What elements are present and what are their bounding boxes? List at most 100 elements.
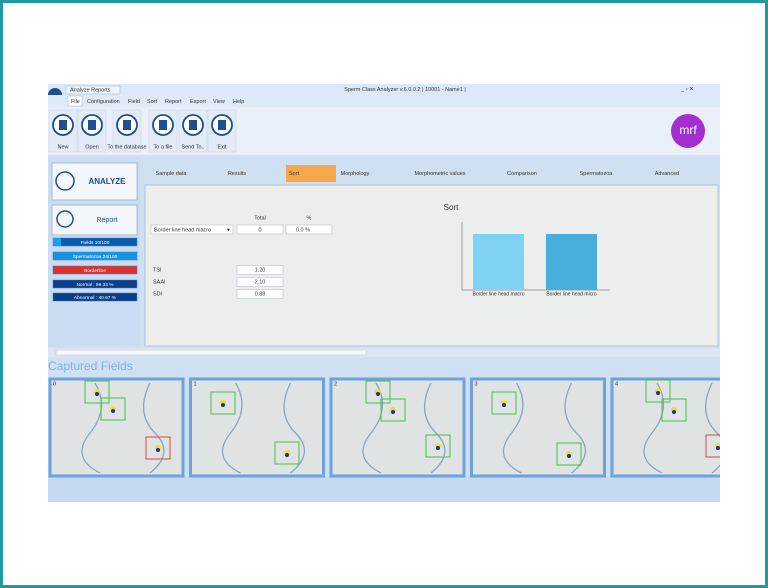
detection-box [274,441,300,465]
sperm-tail [362,382,383,474]
tab-box[interactable] [65,85,121,95]
menu-item[interactable]: View [213,99,225,105]
total: 0 [258,227,261,233]
field-thumbnail[interactable] [470,377,606,478]
chart-label: Border line head macro [473,291,525,297]
col-header: % [307,215,312,221]
index-label: SAAI [153,279,166,285]
detection-box [645,379,671,403]
selector[interactable] [150,224,234,235]
sperm-nucleus [672,410,676,414]
sperm-nucleus [502,403,506,407]
toolbar-label[interactable]: Exit [217,144,227,150]
toolbar-glyph [189,120,197,130]
report-button[interactable] [51,204,138,236]
tab-active[interactable] [286,165,336,182]
scroll-thumb[interactable] [55,349,367,356]
status-bar [52,279,138,289]
analyze-label[interactable]: ANALYZE [88,177,126,186]
detection-box [380,398,406,422]
window-tab[interactable]: Analyze Reports [70,87,111,93]
analyze-button[interactable] [51,162,138,201]
menu-item[interactable]: Configuration [87,99,120,105]
win-controls[interactable]: _ ▫ ✕ [680,86,694,92]
tab[interactable]: Morphology [341,171,370,177]
menu-item[interactable]: Report [165,99,182,105]
sperm-nucleus [95,392,99,396]
toolbar-label[interactable]: Send To.. [181,144,205,150]
tab[interactable]: Advanced [655,171,679,177]
analyze-icon [55,171,75,191]
tab[interactable]: Comparison [507,171,537,177]
scrollbar[interactable] [48,348,720,357]
menu-active[interactable] [67,95,83,107]
toolbar-glyph [88,120,96,130]
col-header: Total [254,215,266,221]
field-thumbnail[interactable] [329,377,466,478]
sperm-tail [705,382,720,474]
toolbar-label[interactable]: New [57,144,68,150]
chart-title: Sort [444,203,459,212]
toolbar-label[interactable]: To the database [107,144,146,150]
index-label: TSI [153,267,162,273]
sperm-tail [221,382,243,474]
menu-item[interactable]: File [71,99,80,105]
status-bar [52,265,138,275]
field-thumbnail[interactable] [48,377,185,478]
detection-box [705,434,720,458]
status-label: Fields 10/100 [81,240,110,246]
field-number: 0 [53,381,56,387]
detection-box [84,380,110,404]
detection-box [100,397,126,421]
field-thumbnail[interactable] [189,377,325,478]
toolbar-glyph [59,120,67,130]
toolbar-label[interactable]: Open [85,144,98,150]
tab[interactable]: Sort [289,171,300,177]
index-label: SDI [153,291,163,297]
window-title: Sperm Class Analyzer v.6.0.0.2 | 10001 -… [344,87,466,93]
menu-bar [48,95,720,107]
status-label: Abnormal : 40.67 % [74,295,117,301]
field-number: 2 [334,381,337,387]
cell [236,224,284,235]
cell [236,289,284,299]
selector-text[interactable]: Border line head macro [154,227,211,233]
sperm-tail [143,382,165,474]
tab[interactable]: Results [228,171,247,177]
field-number: 3 [475,381,478,387]
status-label: Borderline [84,268,106,274]
report-icon [56,210,74,228]
sperm-nucleus [221,403,225,407]
tab[interactable]: Spermatozoa [580,171,614,177]
detection-box [145,436,171,460]
logo [671,114,705,148]
field-thumbnail[interactable] [610,377,745,478]
menu-item[interactable]: Help [233,99,244,105]
index-value: 2.10 [255,279,266,285]
toolbar-glyph [218,120,226,130]
tab[interactable]: Morphometric values [414,171,465,177]
toolbar-label[interactable]: To a file [154,144,173,150]
sperm-nucleus [567,454,571,458]
menu-item[interactable]: Field [128,99,140,105]
menu-item[interactable]: Export [190,99,206,105]
toolbar-glyph [123,120,131,130]
sperm-nucleus [376,392,380,396]
detection-box [661,398,687,422]
sperm-nucleus [285,453,289,457]
detection-box [425,434,451,458]
tab[interactable]: Sample data [156,171,188,177]
detection-box [210,391,236,415]
report-label[interactable]: Report [96,217,117,224]
status-fill [53,238,61,246]
detection-box [556,442,582,466]
status-label: Spermatozoa 24/100 [73,254,118,260]
logo-text: mrf [679,123,697,137]
menu-item[interactable]: Sort [147,99,158,105]
toolbar-glyph [159,120,167,130]
title-bar [48,84,720,95]
sperm-tail [643,382,664,474]
chart-label: Border line head micro [546,291,597,297]
cell [236,265,284,275]
